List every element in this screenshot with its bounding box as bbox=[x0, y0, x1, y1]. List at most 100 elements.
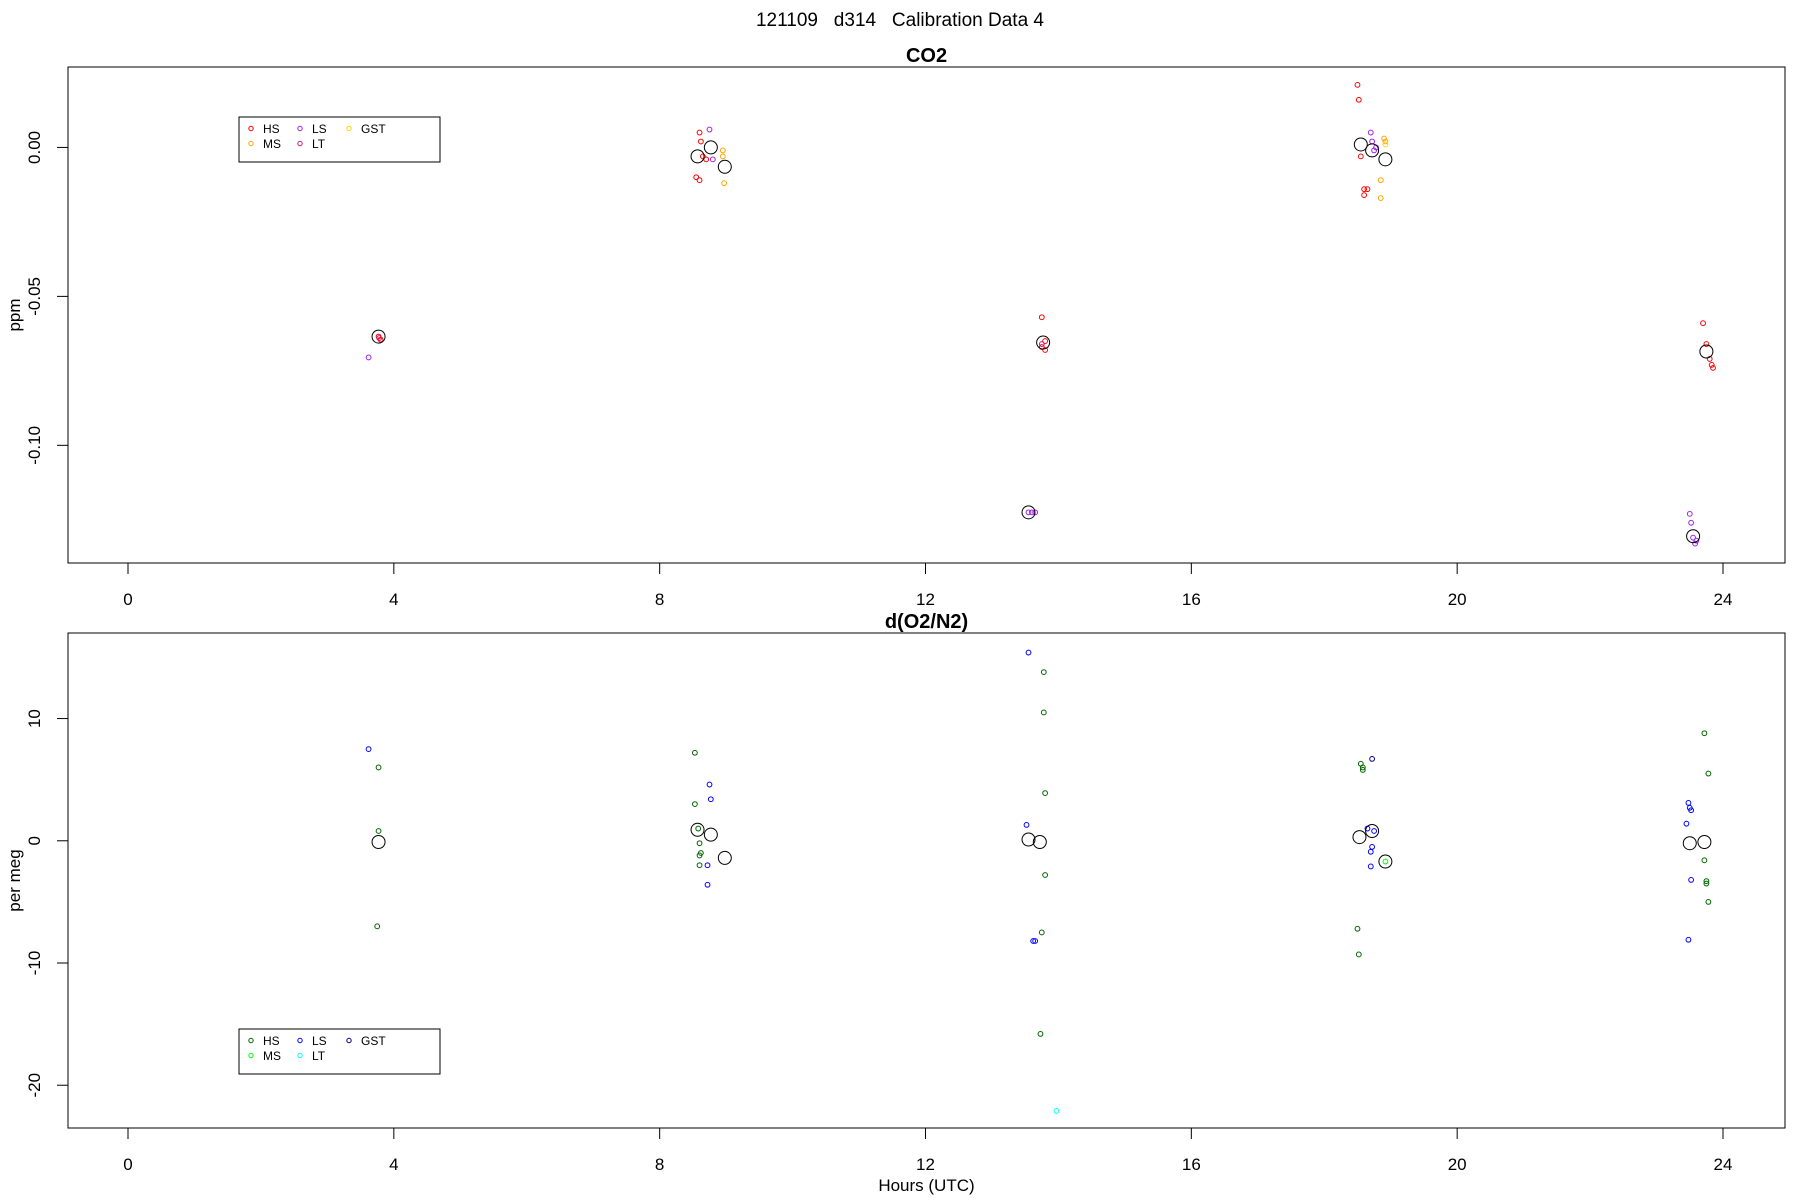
data-point-ms bbox=[719, 153, 726, 160]
y-tick-label: -0.05 bbox=[25, 277, 44, 316]
legend-label: MS bbox=[263, 137, 281, 151]
data-point-hs bbox=[1354, 81, 1361, 88]
data-point-hs bbox=[693, 174, 700, 181]
x-tick-label: 8 bbox=[655, 1155, 664, 1174]
data-point-ls bbox=[1371, 828, 1377, 834]
y-tick-label: 10 bbox=[25, 709, 44, 728]
data-point-ls bbox=[1685, 936, 1692, 943]
data-point-ms bbox=[1382, 858, 1389, 865]
data-point-ls bbox=[1025, 649, 1032, 656]
data-point-hs bbox=[697, 138, 704, 145]
data-point-ms bbox=[1381, 135, 1387, 142]
data-point-hs bbox=[1038, 929, 1045, 936]
mean-marker bbox=[690, 822, 705, 837]
legend-label: LS bbox=[312, 122, 327, 136]
data-point-gst bbox=[1382, 141, 1389, 148]
legend-marker-gst bbox=[346, 125, 352, 132]
data-point-hs bbox=[697, 850, 704, 856]
x-tick-label: 24 bbox=[1714, 590, 1733, 609]
mean-marker bbox=[1021, 832, 1036, 847]
data-point-ls bbox=[1030, 938, 1037, 944]
data-point-lt bbox=[376, 335, 383, 341]
data-point-hs bbox=[1355, 951, 1362, 958]
data-point-hs bbox=[1705, 898, 1712, 905]
y-tick-label: -20 bbox=[25, 1073, 44, 1098]
mean-marker bbox=[1686, 529, 1701, 544]
data-point-hs bbox=[1357, 153, 1364, 160]
x-tick-label: 16 bbox=[1182, 1155, 1201, 1174]
mean-marker bbox=[371, 835, 386, 849]
mean-marker bbox=[1021, 505, 1036, 520]
data-point-hs bbox=[696, 177, 703, 184]
data-point-ls bbox=[709, 156, 716, 163]
y-tick-label: 0.00 bbox=[25, 131, 44, 164]
data-point-ls bbox=[1367, 129, 1374, 136]
legend-marker-lt bbox=[297, 140, 303, 147]
data-point-hs bbox=[1703, 880, 1710, 887]
legend-label: GST bbox=[361, 1034, 386, 1048]
mean-marker bbox=[1378, 854, 1393, 869]
data-point-ls bbox=[1685, 799, 1692, 806]
mean-marker bbox=[1365, 143, 1380, 158]
data-point-hs bbox=[1703, 878, 1710, 885]
data-point-hs bbox=[1710, 364, 1716, 371]
data-point-ls bbox=[1688, 876, 1694, 883]
legend-marker-gst bbox=[346, 1037, 352, 1044]
legend: HS LS GST MS LT bbox=[238, 116, 441, 163]
mean-marker bbox=[703, 140, 718, 155]
data-point-gst bbox=[1369, 755, 1375, 762]
data-point-hs bbox=[695, 825, 702, 832]
data-point-ls bbox=[1688, 519, 1694, 526]
mean-marker bbox=[1353, 137, 1368, 152]
legend-label: LT bbox=[312, 137, 326, 151]
data-point-ls bbox=[1023, 821, 1030, 828]
mean-marker bbox=[1365, 824, 1380, 838]
chart-panel-co2: CO2 0 4 8 12 16 20 24 -0.10 -0.05 0.00 ppm HS LS GST MS… bbox=[5, 45, 1786, 609]
data-point-ms bbox=[1382, 138, 1389, 145]
data-point-ls bbox=[1693, 537, 1700, 544]
data-point-hs bbox=[699, 153, 706, 160]
data-point-ls bbox=[365, 354, 372, 361]
data-point-hs bbox=[1354, 925, 1361, 932]
x-axis-label: Hours (UTC) bbox=[878, 1176, 974, 1195]
data-point-hs bbox=[1359, 764, 1366, 771]
data-point-ls bbox=[704, 881, 711, 888]
y-axis-label: per meg bbox=[5, 849, 24, 911]
legend-label: HS bbox=[263, 1034, 280, 1048]
data-point-hs bbox=[375, 764, 382, 771]
data-point-hs bbox=[1708, 361, 1715, 368]
data-point-ls bbox=[1686, 510, 1693, 517]
data-point-hs bbox=[696, 840, 703, 847]
data-point-hs bbox=[377, 336, 384, 343]
mean-marker bbox=[717, 159, 732, 174]
data-point-hs bbox=[1042, 790, 1049, 797]
legend-box bbox=[238, 116, 441, 163]
data-point-ls bbox=[1683, 820, 1690, 827]
data-point-ms bbox=[721, 180, 728, 187]
data-point-hs bbox=[1042, 872, 1049, 878]
x-tick-label: 8 bbox=[655, 590, 664, 609]
mean-marker bbox=[703, 827, 718, 842]
legend-box bbox=[238, 1028, 441, 1075]
x-tick-label: 0 bbox=[123, 1155, 132, 1174]
data-point-hs bbox=[374, 923, 381, 930]
mean-marker bbox=[1352, 830, 1367, 845]
data-point-ls bbox=[1369, 843, 1375, 850]
legend-label: MS bbox=[263, 1049, 281, 1063]
mean-marker bbox=[371, 329, 386, 344]
x-tick-label: 12 bbox=[916, 1155, 935, 1174]
x-tick-label: 0 bbox=[123, 590, 132, 609]
mean-marker bbox=[1697, 835, 1712, 849]
data-point-ls bbox=[1032, 509, 1039, 516]
x-tick-label: 20 bbox=[1448, 590, 1467, 609]
data-point-hs bbox=[1040, 669, 1047, 676]
mean-marker bbox=[690, 149, 705, 164]
data-point-ls bbox=[1028, 509, 1035, 516]
data-point-ls bbox=[1367, 848, 1374, 855]
x-tick-label: 20 bbox=[1448, 1155, 1467, 1174]
y-tick-label: 0 bbox=[25, 836, 44, 845]
legend-marker-ls bbox=[297, 1037, 303, 1044]
mean-marker bbox=[717, 850, 732, 865]
